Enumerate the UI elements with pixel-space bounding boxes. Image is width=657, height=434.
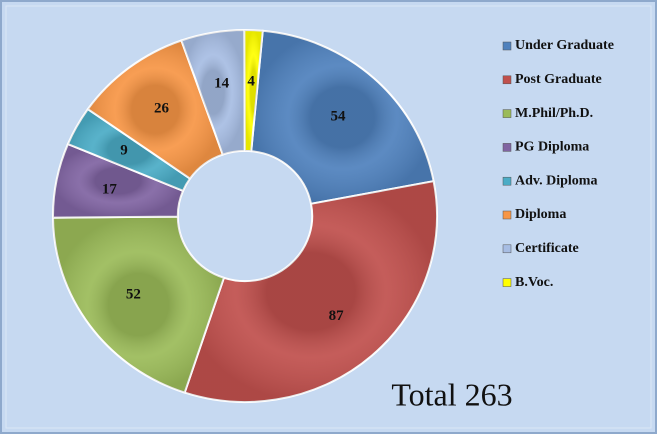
legend-swatch — [502, 210, 512, 220]
slice-shade — [53, 144, 184, 218]
data-label: 4 — [247, 74, 255, 90]
legend-swatch — [502, 109, 512, 118]
data-label: 9 — [120, 143, 128, 159]
legend-label: Post Graduate — [515, 72, 602, 87]
legend-label: Certificate — [515, 241, 579, 256]
slice-shade — [244, 30, 263, 152]
data-label: 26 — [154, 101, 170, 117]
slice-shade — [251, 30, 434, 204]
data-label: 52 — [126, 286, 141, 302]
legend-label: M.Phil/Ph.D. — [515, 106, 593, 121]
data-label: 17 — [102, 182, 118, 198]
data-label: 14 — [214, 75, 230, 91]
data-label: 87 — [329, 308, 345, 324]
donut: 54 87 52 17 9 26 14 4 — [51, 28, 438, 403]
legend-swatch — [502, 176, 512, 186]
slice-shade — [67, 109, 191, 191]
legend-label: Adv. Diploma — [515, 173, 597, 188]
legend-swatch — [502, 75, 512, 85]
legend-label: Under Graduate — [515, 38, 614, 53]
legend-swatch — [502, 143, 512, 152]
legend-label: PG Diploma — [515, 140, 589, 155]
slice-shade — [53, 216, 224, 393]
slice-shade — [87, 40, 223, 179]
legend: Under Graduate Post Graduate M.Phil/Ph.D. P… — [502, 38, 614, 290]
data-label: 54 — [330, 108, 346, 124]
legend-label: B.Voc. — [515, 275, 553, 290]
legend-swatch — [502, 41, 512, 51]
legend-swatch — [502, 244, 512, 254]
legend-swatch — [502, 278, 512, 287]
legend-label: Diploma — [515, 207, 566, 222]
slice-shade — [184, 181, 437, 402]
slice-shade — [181, 30, 245, 155]
frame — [5, 5, 652, 429]
total-annotation: Total 263 — [391, 376, 512, 412]
